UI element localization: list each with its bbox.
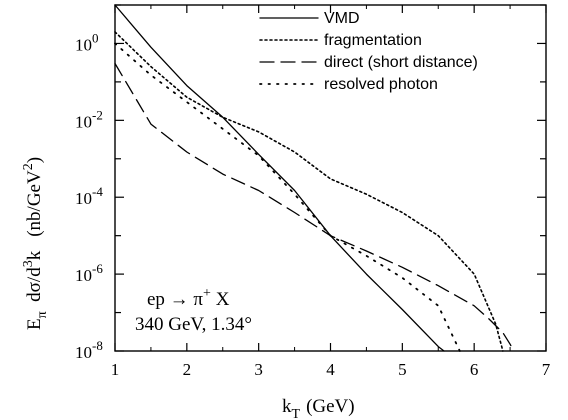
legend-label: VMD [324,10,360,27]
x-tick-label: 3 [254,360,263,379]
x-axis-label: kT (GeV) [282,396,355,420]
annotation-line2: 340 GeV, 1.34° [135,314,252,335]
y-tick-exp: -4 [92,184,103,199]
y-tick-exp: 0 [92,30,99,45]
y-label-k: k [24,250,45,260]
annotation-line1: ep → π+ X [147,286,230,310]
y-axis-label: Eπ dσ/d3k (nb/GeV2) [21,157,50,330]
y-tick-exp: -8 [92,338,103,353]
x-tick-label: 2 [183,360,192,379]
y-tick-base: 10 [75,189,92,208]
y-tick-exp: -2 [92,107,103,122]
y-label-unit-close: ) [24,157,45,163]
y-tick-base: 10 [75,112,92,131]
series-line-2 [114,62,515,352]
legend-label: direct (short distance) [324,54,478,71]
x-tick-label: 5 [398,360,407,379]
annotation-line1-sup: + [203,286,211,301]
x-tick-label: 1 [111,360,120,379]
y-label-rest: dσ/d [24,267,45,312]
x-label-sub: T [292,407,301,420]
y-tick-base: 10 [75,35,92,54]
y-tick-exp: -6 [92,261,103,276]
series-line-1 [114,31,504,352]
y-tick-label: 10-8 [75,338,103,362]
series-layer [114,4,515,352]
y-tick-label: 10-4 [75,184,103,208]
annotation-line1-a: ep → π [147,289,203,310]
y-tick-base: 10 [75,266,92,285]
y-label-unit: (nb/GeV [24,170,45,237]
series-line-0 [114,4,445,352]
x-label-unit: (GeV) [306,396,355,417]
x-tick-label: 6 [470,360,479,379]
y-label-unit-pow: 2 [21,163,36,170]
x-tick-label: 4 [326,360,335,379]
legend-label: resolved photon [324,76,438,93]
y-label-pow: 3 [21,260,36,267]
legend: VMD fragmentation direct (short distance) r… [259,10,478,93]
y-tick-label: 10-6 [75,261,103,285]
x-tick-label: 7 [542,360,551,379]
tick-layer [114,4,547,352]
y-label-e: E [24,318,45,330]
y-label-e-sub: π [35,311,50,318]
y-tick-label: 100 [75,30,99,54]
x-label-k: k [282,396,292,417]
series-line-3 [114,42,461,352]
legend-label: fragmentation [324,32,422,49]
y-tick-label: 10-2 [75,107,103,131]
annotation-line1-b: X [211,289,230,310]
y-tick-base: 10 [75,343,92,362]
